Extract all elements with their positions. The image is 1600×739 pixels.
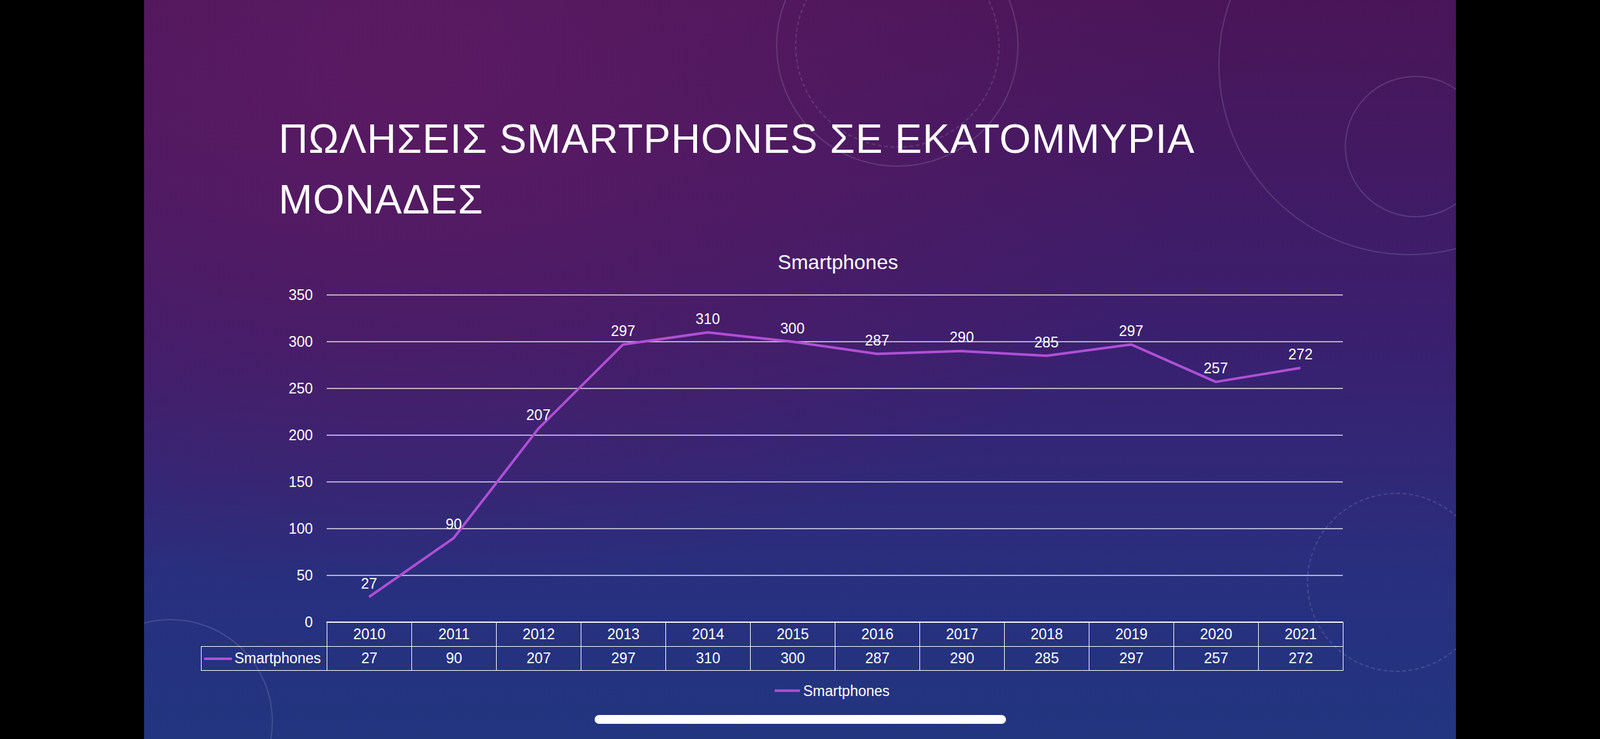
html-text:290: 290: [949, 650, 975, 667]
svg-text:Smartphones: Smartphones: [777, 250, 898, 274]
html-text:2010: 2010: [353, 626, 386, 643]
svg-text:257: 257: [1203, 360, 1228, 377]
html-text:257: 257: [1203, 650, 1229, 667]
html-text:2012: 2012: [522, 626, 555, 643]
html-text:2017: 2017: [945, 626, 979, 643]
svg-text:27: 27: [360, 575, 378, 593]
svg-text:0: 0: [304, 614, 313, 631]
html-text:285: 285: [1034, 650, 1059, 667]
svg-text:350: 350: [288, 286, 313, 304]
html-text:2013: 2013: [607, 626, 640, 643]
html-text:90: 90: [445, 650, 463, 667]
html-text:2011: 2011: [438, 626, 470, 643]
html-text:297: 297: [611, 650, 636, 667]
html-text:2020: 2020: [1199, 626, 1233, 643]
svg-text:300: 300: [288, 333, 313, 351]
html-text:207: 207: [526, 650, 551, 667]
html-text:2021: 2021: [1284, 626, 1317, 643]
svg-text:90: 90: [445, 516, 462, 533]
svg-text:50: 50: [296, 567, 313, 584]
html-text:27: 27: [361, 650, 378, 667]
html-text:2018: 2018: [1030, 626, 1063, 643]
svg-text:297: 297: [1119, 322, 1144, 340]
svg-text:285: 285: [1034, 334, 1059, 351]
html-text:297: 297: [1119, 650, 1144, 667]
html-text:300: 300: [780, 650, 805, 667]
html-text:2019: 2019: [1115, 626, 1148, 643]
html-text:Smartphones: Smartphones: [234, 650, 321, 667]
svg-text:300: 300: [780, 320, 805, 337]
html-text:310: 310: [695, 650, 721, 667]
html-text:272: 272: [1288, 650, 1313, 667]
svg-text:290: 290: [949, 329, 974, 346]
svg-text:250: 250: [288, 380, 313, 397]
svg-text:297: 297: [611, 322, 636, 340]
svg-text:200: 200: [288, 427, 313, 444]
html-text:2014: 2014: [691, 626, 725, 643]
svg-text:100: 100: [288, 520, 313, 538]
html-text:287: 287: [865, 650, 890, 667]
svg-text:Smartphones: Smartphones: [803, 683, 890, 700]
html-text:2016: 2016: [861, 626, 894, 643]
html-text:2015: 2015: [776, 626, 809, 643]
svg-text:287: 287: [865, 332, 890, 349]
svg-text:207: 207: [526, 406, 551, 424]
svg-text:150: 150: [288, 473, 313, 491]
html-text:ΠΩΛΗΣΕΙΣ SMARTPHONES ΣΕ ΕΚΑΤΟΜ: ΠΩΛΗΣΕΙΣ SMARTPHONES ΣΕ ΕΚΑΤΟΜΜΥΡΙΑ ΜΟΝΑ…: [278, 116, 1193, 223]
svg-text:310: 310: [695, 310, 720, 328]
svg-text:272: 272: [1288, 346, 1313, 363]
